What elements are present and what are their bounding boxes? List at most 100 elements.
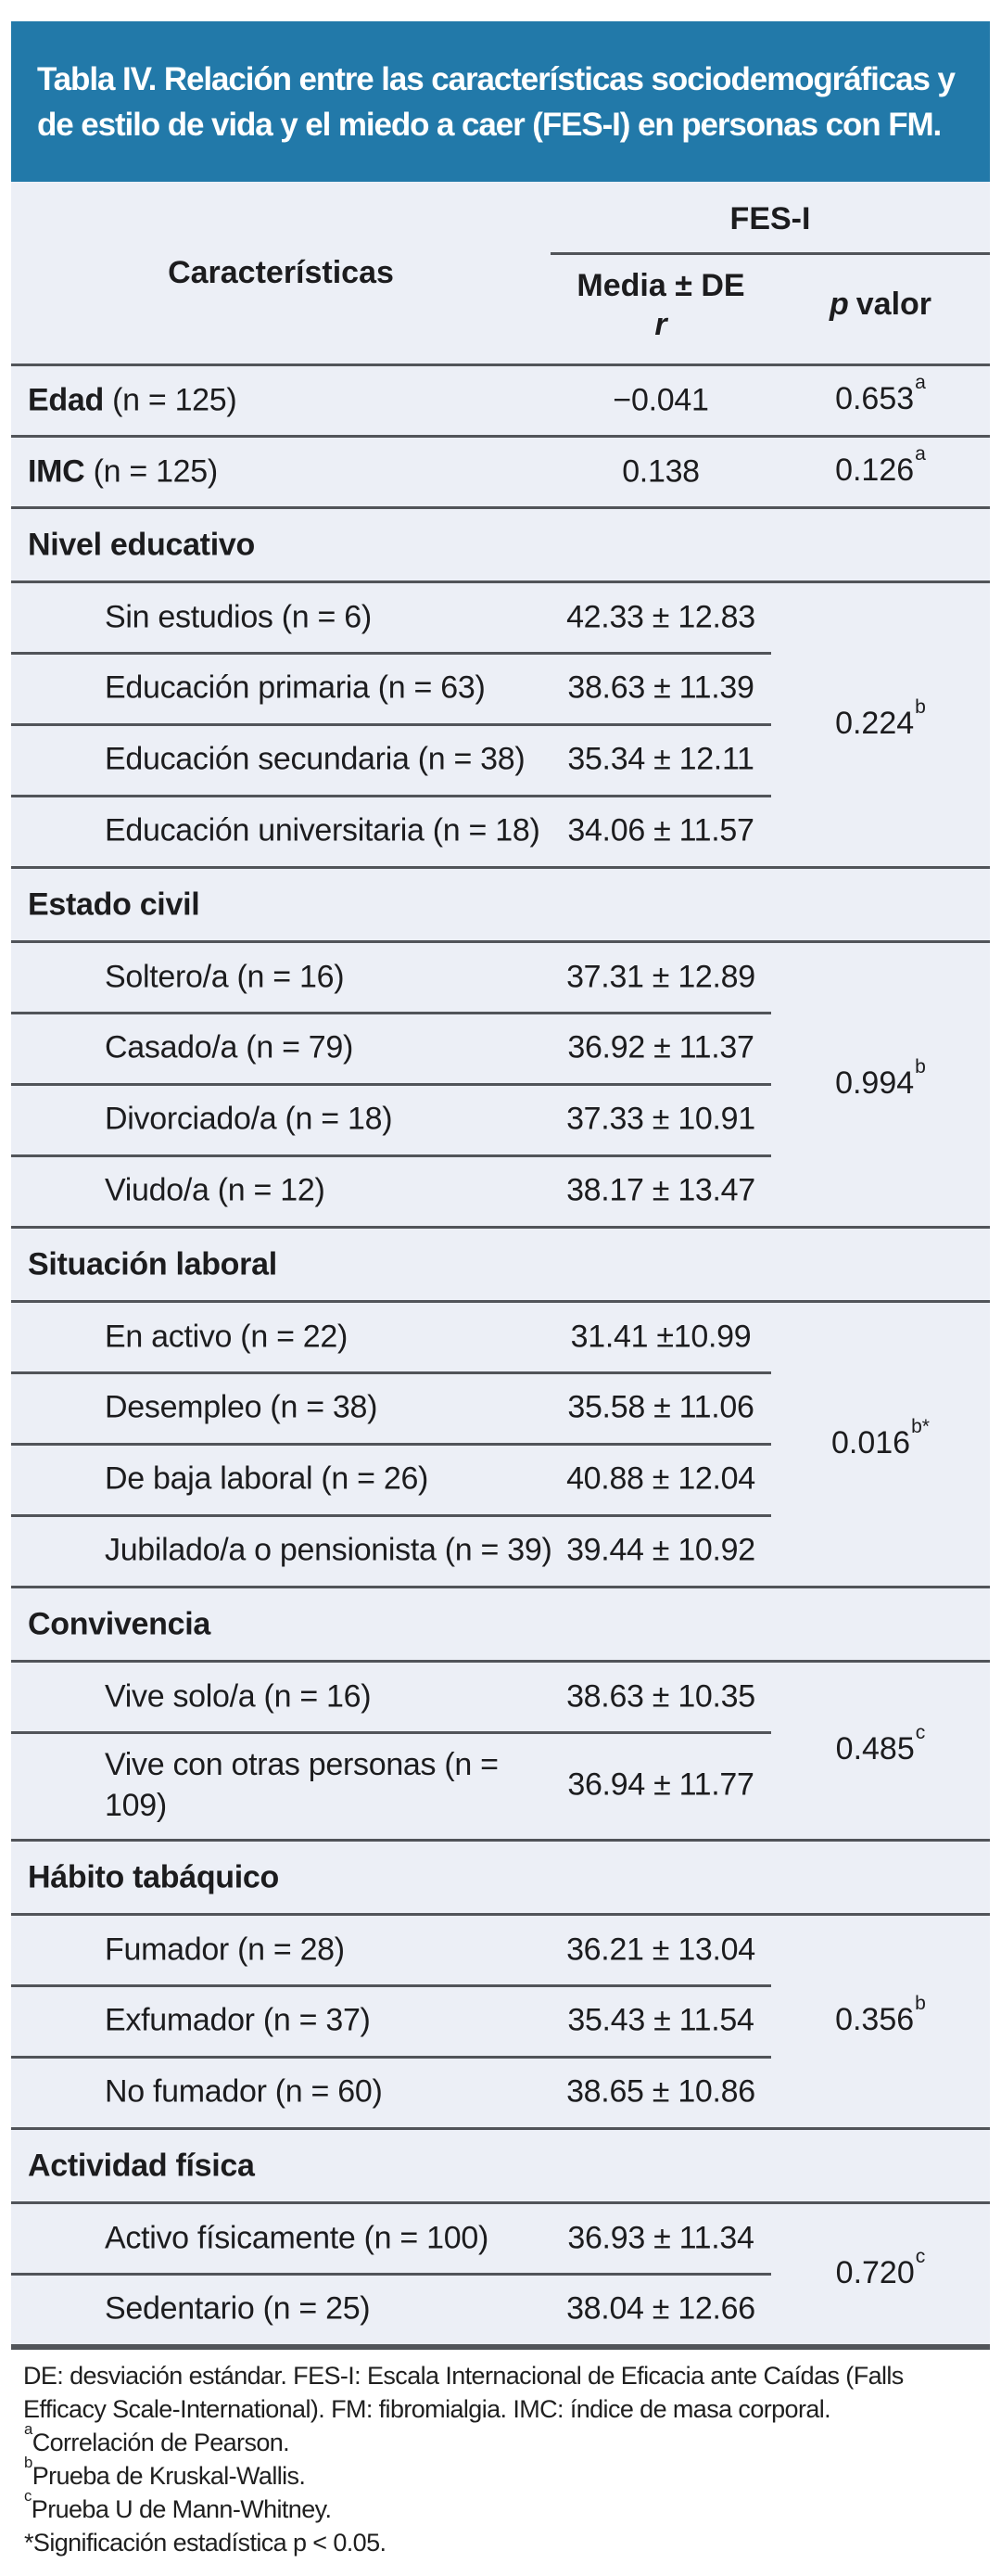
row-label: En activo (n = 22) — [105, 1319, 348, 1355]
p-superscript: c — [915, 1722, 926, 1744]
row-value: 38.63 ± 10.35 — [566, 1678, 755, 1715]
row-value: 35.58 ± 11.06 — [567, 1389, 754, 1424]
table-row: Divorciado/a (n = 18) 37.33 ± 10.91 — [11, 1083, 990, 1154]
p-valor-rest: valor — [855, 286, 932, 322]
section-header-nivel-educativo: Nivel educativo — [11, 506, 990, 580]
section-header-convivencia: Convivencia — [11, 1586, 990, 1660]
table-row: Educación universitaria (n = 18) 34.06 ±… — [11, 795, 990, 866]
row-label: Exfumador (n = 37) — [105, 2002, 371, 2037]
row-label: Casado/a (n = 79) — [105, 1029, 354, 1065]
footnote-mann-whitney: cPrueba U de Mann-Whitney. — [24, 2487, 332, 2523]
table-row: Educación secundaria (n = 38) 35.34 ± 12… — [11, 723, 990, 795]
row-label: Vive con otras personas (n = 109) — [105, 1747, 499, 1823]
row-value: 40.88 ± 12.04 — [566, 1460, 755, 1496]
row-label: Sin estudios (n = 6) — [105, 599, 372, 635]
row-label: De baja laboral (n = 26) — [105, 1460, 429, 1496]
footnote-superscript: a — [24, 2420, 32, 2439]
footnote-superscript: c — [24, 2487, 32, 2506]
table-row: Activo físicamente (n = 100) 36.93 ± 11.… — [11, 2201, 990, 2273]
table-row: Sedentario (n = 25) 38.04 ± 12.66 — [11, 2273, 990, 2344]
row-value: 35.43 ± 11.54 — [567, 2002, 754, 2037]
table-row-edad: Edad (n = 125) −0.041 — [11, 363, 990, 435]
row-label: Soltero/a (n = 16) — [105, 959, 345, 995]
section-header-estado-civil: Estado civil — [11, 866, 990, 940]
p-italic: p — [829, 286, 849, 322]
p-value-habito-tabaquico: 0.356b — [835, 1993, 926, 2037]
table-row: Vive con otras personas (n = 109) 36.94 … — [11, 1731, 990, 1839]
row-value: 38.04 ± 12.66 — [566, 2290, 755, 2326]
p-value-actividad-fisica: 0.720c — [835, 2246, 926, 2290]
table-row: Sin estudios (n = 6) 42.33 ± 12.83 — [11, 580, 990, 652]
p-superscript: a — [915, 372, 926, 394]
column-group-header-fesi: FES-I — [729, 200, 811, 236]
row-label-bold: IMC — [28, 453, 85, 490]
row-label: Edad (n = 125) — [28, 382, 237, 419]
row-value: 39.44 ± 10.92 — [566, 1532, 755, 1567]
footnote-superscript: b — [24, 2454, 32, 2472]
section-header-situacion-laboral: Situación laboral — [11, 1226, 990, 1300]
table-row: De baja laboral (n = 26) 40.88 ± 12.04 — [11, 1443, 990, 1514]
row-value: 35.34 ± 12.11 — [567, 741, 754, 776]
section-title: Situación laboral — [28, 1246, 277, 1282]
section-header-actividad-fisica: Actividad física — [11, 2127, 990, 2201]
p-superscript: b — [915, 1993, 926, 2015]
row-label: Educación secundaria (n = 38) — [105, 741, 526, 776]
row-label: Desempleo (n = 38) — [105, 1389, 378, 1424]
p-value-situacion-laboral: 0.016b* — [830, 1416, 931, 1460]
section-title: Hábito tabáquico — [28, 1859, 279, 1894]
data-table: Características FES-I Media ± DE r p valo… — [11, 182, 990, 2350]
table-row: Viudo/a (n = 12) 38.17 ± 13.47 — [11, 1154, 990, 1226]
row-value: −0.041 — [613, 382, 709, 418]
p-superscript: b — [915, 1056, 926, 1078]
column-header-p-valor: p valor — [771, 284, 990, 325]
section-title: Nivel educativo — [28, 527, 255, 562]
table-row: Soltero/a (n = 16) 37.31 ± 12.89 — [11, 940, 990, 1012]
row-label: Sedentario (n = 25) — [105, 2290, 371, 2326]
row-label: IMC (n = 125) — [28, 454, 218, 491]
p-value-imc: 0.126a — [835, 443, 926, 488]
row-label: No fumador (n = 60) — [105, 2073, 383, 2109]
p-superscript: b — [915, 696, 926, 719]
row-value: 37.33 ± 10.91 — [566, 1101, 755, 1136]
p-superscript: c — [915, 2246, 926, 2268]
table-row: Jubilado/a o pensionista (n = 39) 39.44 … — [11, 1514, 990, 1586]
table-title: Tabla IV. Relación entre las característ… — [37, 60, 956, 143]
table-row: Educación primaria (n = 63) 38.63 ± 11.3… — [11, 652, 990, 723]
table-column-headers: Características FES-I Media ± DE r p valo… — [11, 182, 990, 363]
p-superscript: a — [915, 443, 926, 465]
p-superscript: b* — [911, 1416, 931, 1438]
p-value-convivencia: 0.485c — [835, 1722, 926, 1766]
footnote-abbreviations: DE: desviación estándar. FES-I: Escala I… — [23, 2362, 904, 2423]
row-value: 31.41 ±10.99 — [570, 1319, 752, 1355]
row-value: 38.63 ± 11.39 — [567, 670, 754, 705]
section-title: Estado civil — [28, 886, 200, 922]
row-label: Vive solo/a (n = 16) — [105, 1678, 372, 1715]
column-header-characteristics: Características — [168, 254, 394, 290]
table-row-imc: IMC (n = 125) 0.138 — [11, 435, 990, 506]
section-title: Actividad física — [28, 2148, 255, 2183]
table-row: Exfumador (n = 37) 35.43 ± 11.54 — [11, 1984, 990, 2056]
section-title: Convivencia — [28, 1606, 210, 1641]
row-value: 36.93 ± 11.34 — [567, 2220, 754, 2256]
row-label: Fumador (n = 28) — [105, 1932, 345, 1968]
table-row: Fumador (n = 28) 36.21 ± 13.04 — [11, 1913, 990, 1984]
row-label: Educación universitaria (n = 18) — [105, 812, 540, 848]
row-label: Viudo/a (n = 12) — [105, 1172, 325, 1207]
row-label: Divorciado/a (n = 18) — [105, 1101, 393, 1136]
row-value: 36.21 ± 13.04 — [566, 1932, 755, 1968]
row-value: 0.138 — [622, 453, 700, 490]
table-row: En activo (n = 22) 31.41 ±10.99 — [11, 1300, 990, 1371]
column-header-r: r — [654, 306, 667, 342]
table-row: Desempleo (n = 38) 35.58 ± 11.06 — [11, 1371, 990, 1443]
footnote-kruskal-wallis: bPrueba de Kruskal-Wallis. — [24, 2454, 306, 2490]
footnote-pearson: aCorrelación de Pearson. — [24, 2420, 290, 2456]
row-label: Educación primaria (n = 63) — [105, 670, 486, 705]
row-label-bold: Edad — [28, 382, 104, 418]
fesi-group-underline — [551, 252, 990, 255]
row-label-rest: (n = 125) — [103, 382, 237, 418]
table-row: Casado/a (n = 79) 36.92 ± 11.37 — [11, 1012, 990, 1083]
row-value: 38.65 ± 10.86 — [566, 2073, 755, 2109]
row-value: 37.31 ± 12.89 — [566, 959, 755, 995]
row-value: 34.06 ± 11.57 — [567, 812, 754, 848]
